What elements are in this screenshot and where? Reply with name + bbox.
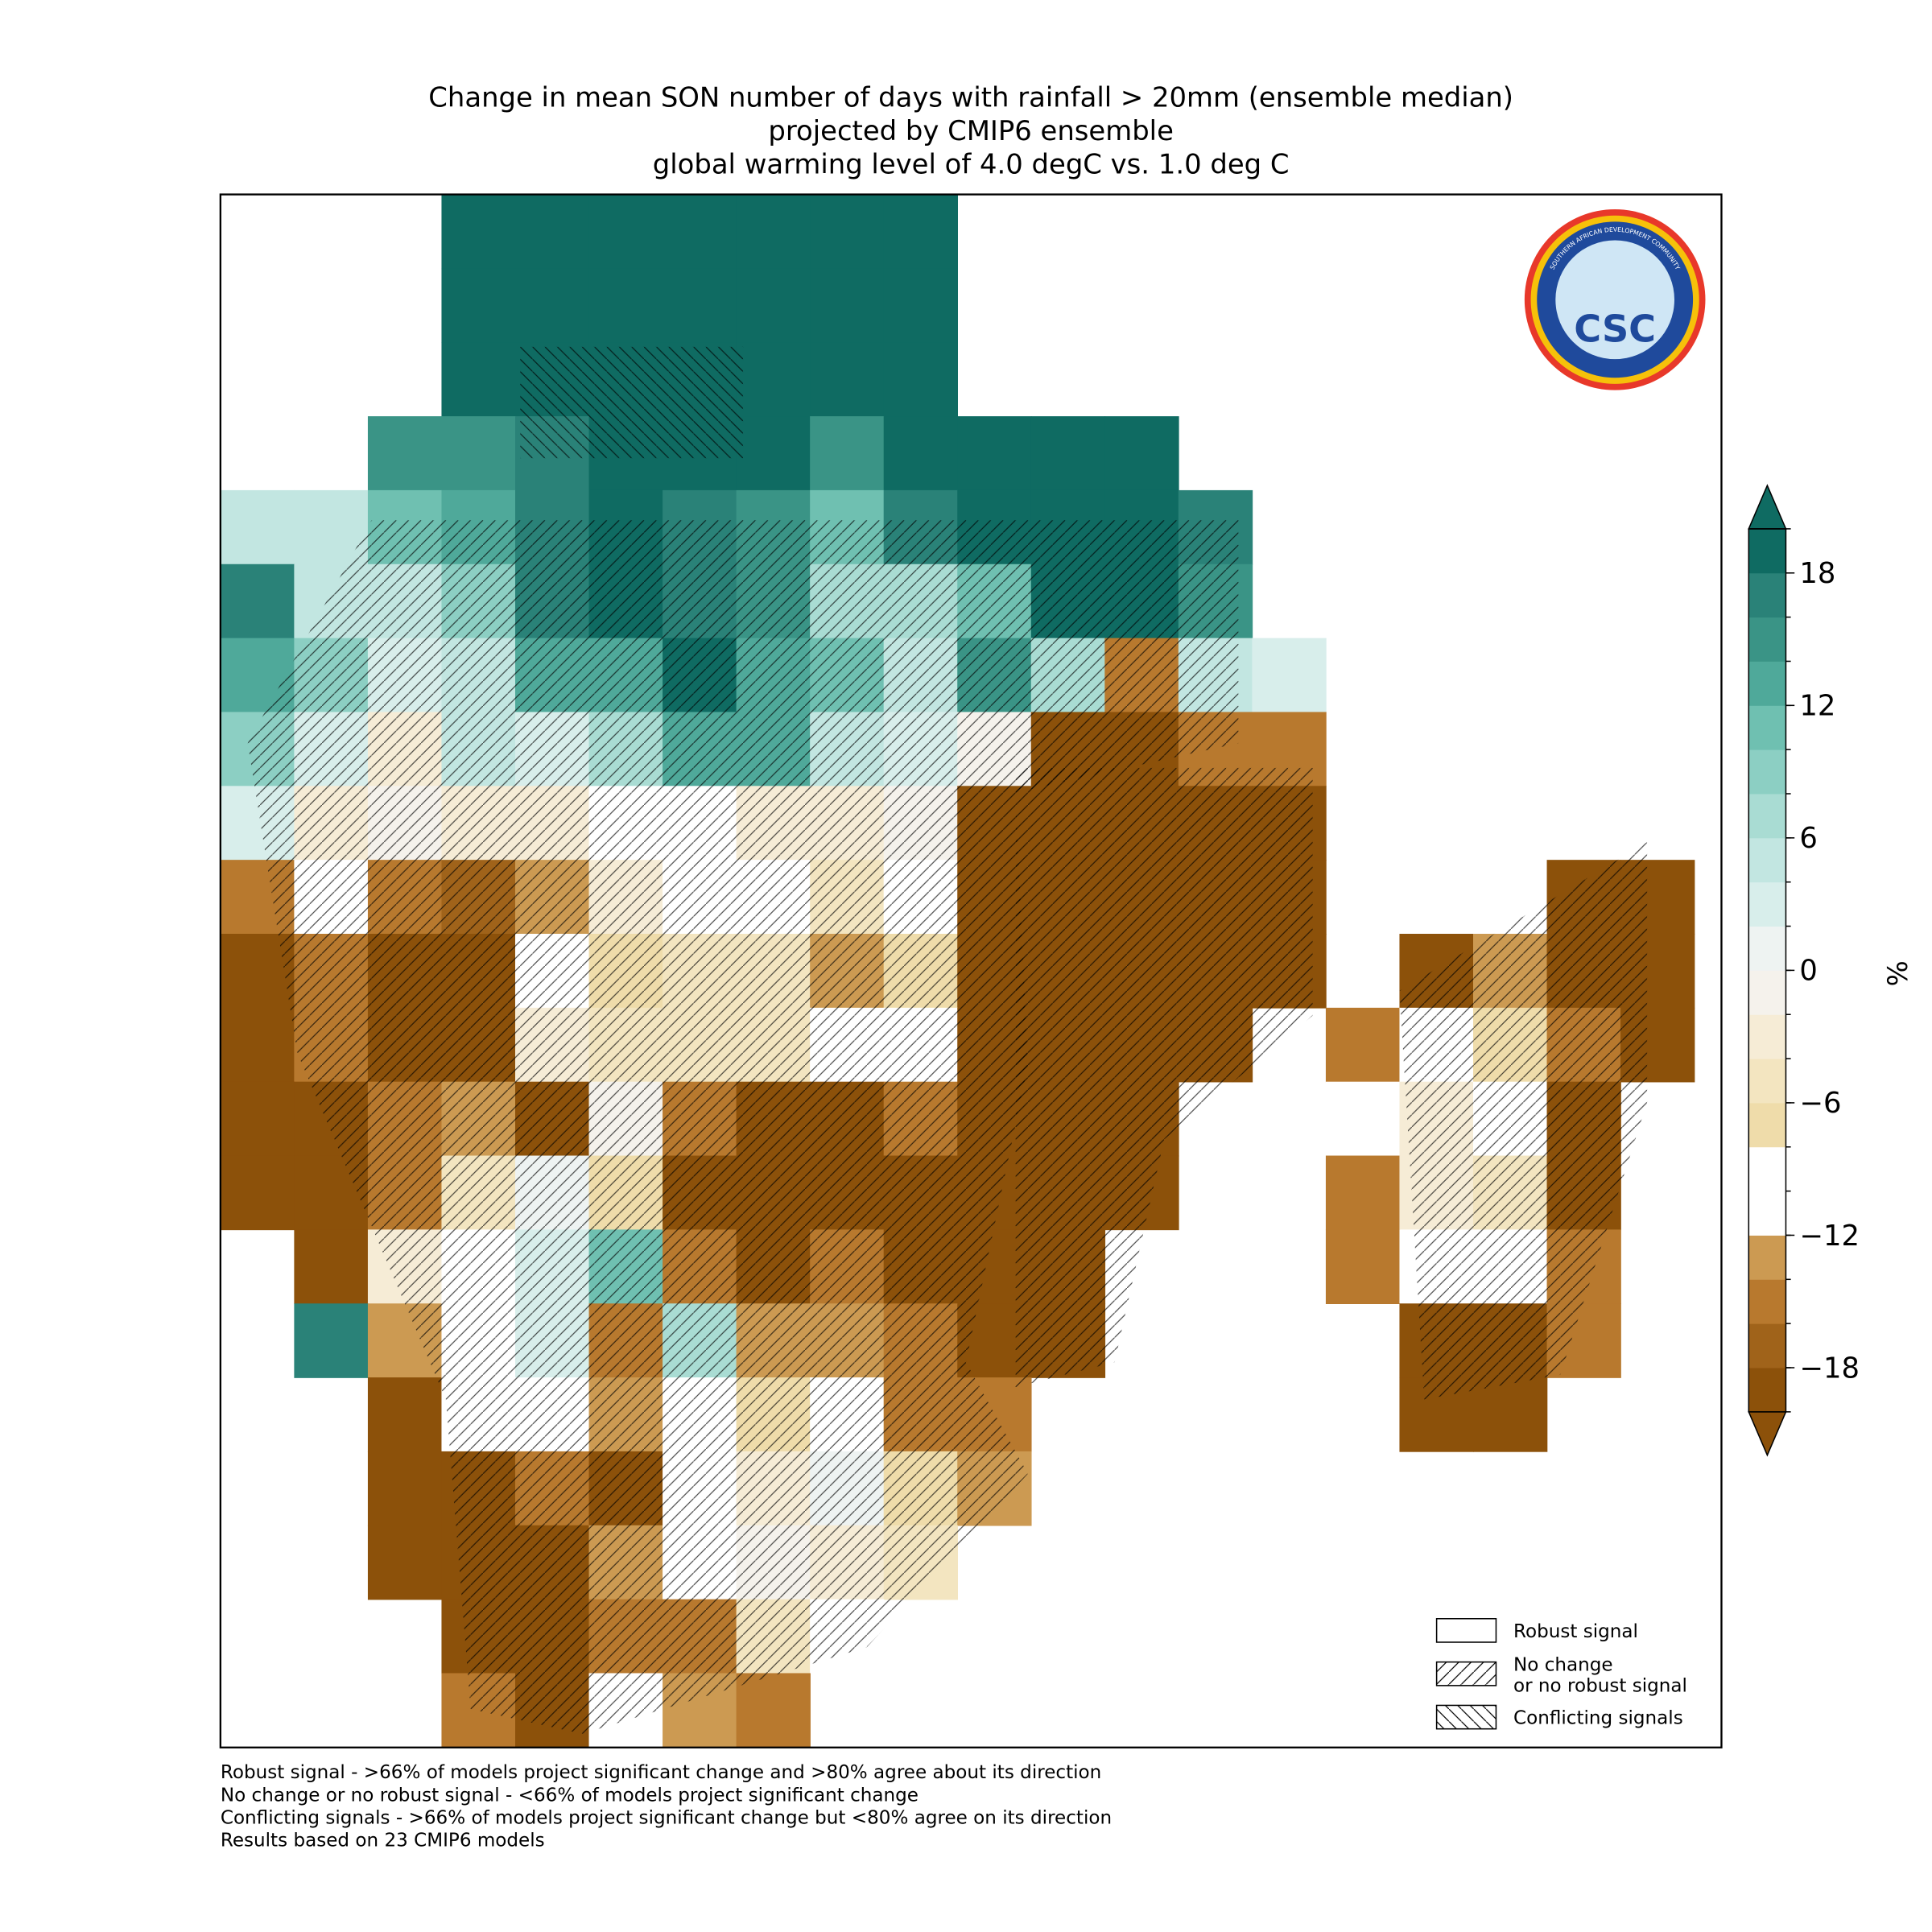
colorbar-extend [1748, 484, 1787, 530]
colorbar-segment [1748, 705, 1786, 750]
colorbar-tick-label: 18 [1799, 557, 1835, 590]
grid-cell [810, 268, 885, 343]
colorbar-segment [1748, 1146, 1786, 1192]
colorbar-segment [1748, 1191, 1786, 1236]
grid-cell [367, 416, 443, 491]
grid-cell [883, 342, 958, 417]
logo-text: CSC [1574, 308, 1656, 351]
grid-cell [883, 268, 958, 343]
map-frame [219, 193, 1723, 1748]
legend-label: Conflicting signals [1513, 1708, 1683, 1729]
grid-cell [515, 268, 590, 343]
grid-cell [220, 489, 295, 565]
legend-swatch [1435, 1618, 1497, 1643]
grid-cell [1104, 416, 1179, 491]
hatch-region [1015, 767, 1648, 1400]
legend-swatch [1435, 1704, 1497, 1730]
chart-title: projected by CMIP6 ensemble [768, 115, 1173, 147]
grid-cell [441, 194, 516, 270]
grid-cell [441, 342, 516, 417]
grid-cell [1473, 1377, 1548, 1452]
colorbar-segment [1748, 749, 1786, 795]
colorbar-segment [1748, 1235, 1786, 1280]
chart-title: global warming level of 4.0 degC vs. 1.0… [653, 148, 1290, 180]
colorbar-segment [1748, 528, 1786, 574]
colorbar-segment [1748, 661, 1786, 706]
grid-cell [1325, 1081, 1401, 1157]
grid-cell [736, 268, 811, 343]
colorbar-segment [1748, 1368, 1786, 1413]
grid-cell [367, 1451, 443, 1526]
colorbar-tick-label: 6 [1799, 822, 1818, 855]
legend-label: or no robust signal [1513, 1676, 1687, 1697]
grid-cell [663, 268, 737, 343]
colorbar-segment [1748, 1059, 1786, 1104]
colorbar-segment [1748, 617, 1786, 662]
colorbar-label: % [1882, 960, 1913, 986]
grid-cell [736, 194, 811, 270]
colorbar-segment [1748, 1014, 1786, 1059]
legend-label: Robust signal [1513, 1621, 1638, 1642]
grid-cell [1030, 416, 1106, 491]
grid-cell [220, 1155, 295, 1231]
logo: CSC [1524, 209, 1706, 390]
colorbar-segment [1748, 1323, 1786, 1368]
logo-face [1555, 240, 1674, 360]
legend-swatch [1435, 1661, 1497, 1686]
grid-cell [736, 342, 811, 417]
grid-cell [441, 268, 516, 343]
colorbar-segment [1748, 1102, 1786, 1148]
grid-cell [883, 194, 958, 270]
grid-cell [1325, 1155, 1401, 1231]
grid-cell [220, 564, 295, 639]
grid-cell [294, 1303, 369, 1378]
grid-cell [736, 416, 811, 491]
colorbar-segment [1748, 881, 1786, 927]
grid-cell [736, 1673, 811, 1748]
colorbar-tick-label: 0 [1799, 955, 1818, 988]
colorbar-segment [1748, 837, 1786, 883]
grid-cell [810, 416, 885, 491]
map-cells [220, 194, 1695, 1748]
colorbar-tick-label: 12 [1799, 690, 1835, 723]
grid-cell [1325, 1007, 1401, 1083]
grid-cell [588, 268, 663, 343]
colorbar-frame [1748, 528, 1787, 1413]
hatch-region [520, 346, 744, 459]
grid-cell [294, 1229, 369, 1304]
chart-title: Change in mean SON number of days with r… [428, 81, 1513, 113]
colorbar-segment [1748, 794, 1786, 839]
colorbar-extend [1748, 1411, 1787, 1457]
grid-cell [515, 194, 590, 270]
grid-cell [441, 416, 516, 491]
colorbar-segment [1748, 572, 1786, 618]
grid-cell [810, 342, 885, 417]
grid-cell [663, 194, 737, 270]
colorbar-tick-label: −6 [1799, 1087, 1841, 1120]
legend-label: No change [1513, 1654, 1613, 1675]
grid-cell [957, 416, 1032, 491]
footnote: No change or no robust signal - <66% of … [221, 1785, 919, 1806]
grid-cell [1252, 638, 1327, 713]
colorbar-tick-label: −12 [1799, 1220, 1860, 1253]
colorbar-segment [1748, 1279, 1786, 1324]
grid-cell [220, 1081, 295, 1157]
footnote: Robust signal - >66% of models project s… [221, 1762, 1101, 1783]
colorbar-tick-label: −18 [1799, 1352, 1860, 1385]
colorbar-segment [1748, 970, 1786, 1015]
grid-cell [220, 1007, 295, 1083]
grid-cell [1325, 1229, 1401, 1304]
hatch-region [247, 520, 1239, 1734]
grid-cell [883, 416, 958, 491]
grid-cell [367, 1525, 443, 1600]
footnote: Conflicting signals - >66% of models pro… [221, 1808, 1112, 1829]
footnote: Results based on 23 CMIP6 models [221, 1831, 545, 1852]
grid-cell [588, 194, 663, 270]
colorbar-segment [1748, 926, 1786, 971]
grid-cell [810, 194, 885, 270]
grid-cell [367, 1377, 443, 1452]
